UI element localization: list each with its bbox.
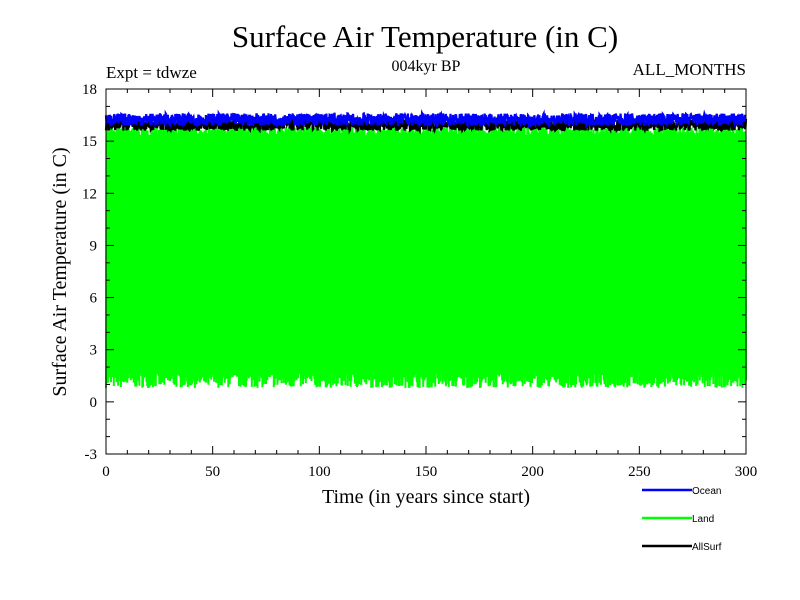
y-tick-label: 0 bbox=[90, 395, 98, 411]
y-tick-label: -3 bbox=[85, 447, 98, 463]
x-tick-label: 0 bbox=[102, 464, 110, 480]
y-tick-label: 6 bbox=[90, 291, 98, 307]
chart-title: Surface Air Temperature (in C) bbox=[232, 19, 618, 54]
experiment-label: Expt = tdwze bbox=[106, 63, 197, 82]
x-tick-label: 100 bbox=[308, 464, 331, 480]
series-line-ocean bbox=[104, 109, 748, 130]
legend: Ocean Land AllSurf bbox=[642, 486, 722, 553]
y-tick-label: 9 bbox=[90, 238, 98, 254]
x-tick-label: 150 bbox=[415, 464, 438, 480]
y-axis-label: Surface Air Temperature (in C) bbox=[49, 147, 71, 396]
series-line-land bbox=[105, 125, 747, 389]
x-tick-label: 50 bbox=[205, 464, 220, 480]
months-label: ALL_MONTHS bbox=[633, 60, 746, 79]
y-tick-label: 15 bbox=[82, 134, 97, 150]
period-label: 004kyr BP bbox=[392, 58, 461, 75]
legend-label-ocean: Ocean bbox=[692, 486, 721, 497]
legend-label-land: Land bbox=[692, 514, 714, 525]
x-tick-label: 200 bbox=[521, 464, 544, 480]
x-axis-label: Time (in years since start) bbox=[322, 486, 530, 508]
x-tick-label: 300 bbox=[735, 464, 758, 480]
x-tick-label: 250 bbox=[628, 464, 651, 480]
plot-area bbox=[104, 109, 748, 389]
y-tick-label: 3 bbox=[90, 343, 98, 359]
y-tick-label: 18 bbox=[82, 82, 97, 98]
y-tick-label: 12 bbox=[82, 186, 97, 202]
legend-label-allsurf: AllSurf bbox=[692, 542, 722, 553]
